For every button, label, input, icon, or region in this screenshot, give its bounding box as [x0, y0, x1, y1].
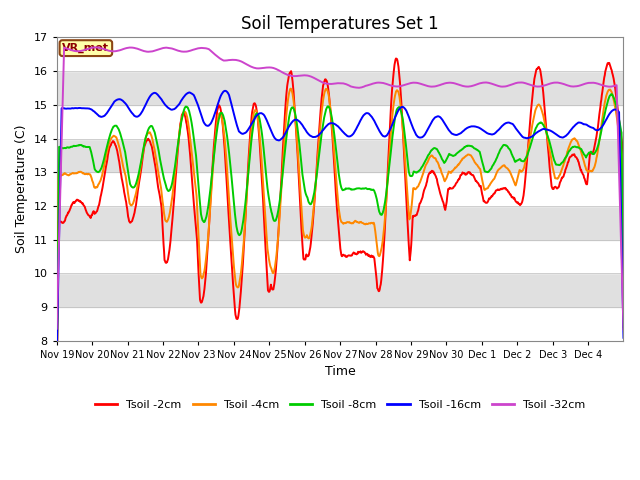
- Bar: [57, 37, 623, 71]
- Bar: [57, 139, 623, 172]
- Bar: [57, 105, 623, 139]
- Bar: [57, 206, 623, 240]
- Title: Soil Temperatures Set 1: Soil Temperatures Set 1: [241, 15, 439, 33]
- Y-axis label: Soil Temperature (C): Soil Temperature (C): [15, 125, 28, 253]
- X-axis label: Time: Time: [324, 365, 355, 378]
- Bar: [57, 172, 623, 206]
- Bar: [57, 240, 623, 274]
- Bar: [57, 274, 623, 307]
- Legend: Tsoil -2cm, Tsoil -4cm, Tsoil -8cm, Tsoil -16cm, Tsoil -32cm: Tsoil -2cm, Tsoil -4cm, Tsoil -8cm, Tsoi…: [91, 396, 589, 414]
- Bar: [57, 71, 623, 105]
- Bar: [57, 307, 623, 341]
- Text: VR_met: VR_met: [62, 43, 109, 53]
